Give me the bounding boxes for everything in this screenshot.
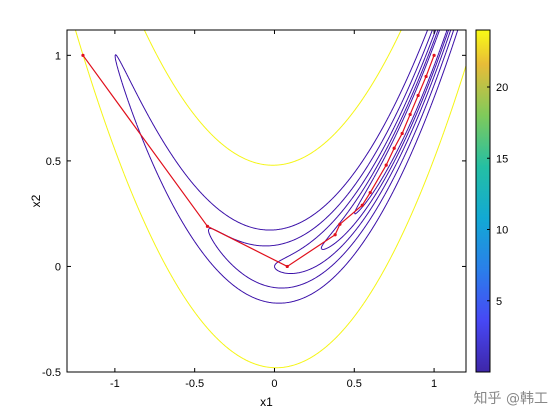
- colorbar-tick-label: 15: [496, 153, 508, 165]
- path-point: [424, 74, 428, 79]
- x-tick-label: 1: [431, 378, 437, 390]
- optimization-path: [81, 53, 436, 269]
- y-tick-label: -0.5: [42, 367, 61, 379]
- path-point: [384, 163, 388, 167]
- axes: -1 -0.5 0 0.5 1 -0.5 0 0.5 1: [42, 30, 466, 390]
- y-tick-label: 0: [55, 261, 61, 273]
- colorbar-tick-label: 10: [496, 225, 508, 237]
- path-point: [333, 233, 337, 237]
- watermark: 知乎 @韩工: [473, 391, 548, 407]
- x-tick-label: 0: [271, 378, 277, 390]
- path-point: [392, 146, 396, 150]
- path-point: [285, 264, 289, 269]
- path-point: [360, 203, 364, 207]
- colorbar: 5 10 15 20: [475, 29, 508, 373]
- y-tick-label: 1: [55, 50, 61, 62]
- path-point: [368, 190, 372, 195]
- path-point: [432, 53, 436, 57]
- path-point: [408, 112, 412, 117]
- path-point: [205, 224, 210, 228]
- x-tick-label: -0.5: [185, 378, 204, 390]
- contour-lines: [74, 30, 466, 369]
- y-axis-label: x2: [29, 194, 43, 207]
- contour-level-4: [114, 30, 459, 304]
- path-point: [338, 222, 342, 226]
- x-tick-label: 0.5: [347, 378, 362, 390]
- colorbar-tick-label: 20: [496, 82, 508, 94]
- path-line: [82, 54, 435, 268]
- contour-level-1: [274, 30, 452, 275]
- path-point: [400, 131, 404, 136]
- x-tick-label: -1: [110, 378, 120, 390]
- y-tick-label: 0.5: [46, 156, 61, 168]
- x-axis-label: x1: [260, 395, 273, 409]
- contour-level-2: [207, 30, 455, 289]
- path-point: [81, 53, 85, 57]
- colorbar-tick-label: 5: [496, 296, 502, 308]
- path-point: [416, 93, 420, 98]
- colorbar-gradient: [475, 29, 491, 373]
- contour-level-0.25: [354, 30, 448, 215]
- plot-frame: [66, 29, 467, 373]
- contour-level-0.5: [320, 30, 450, 251]
- contour-level-24: [74, 30, 466, 369]
